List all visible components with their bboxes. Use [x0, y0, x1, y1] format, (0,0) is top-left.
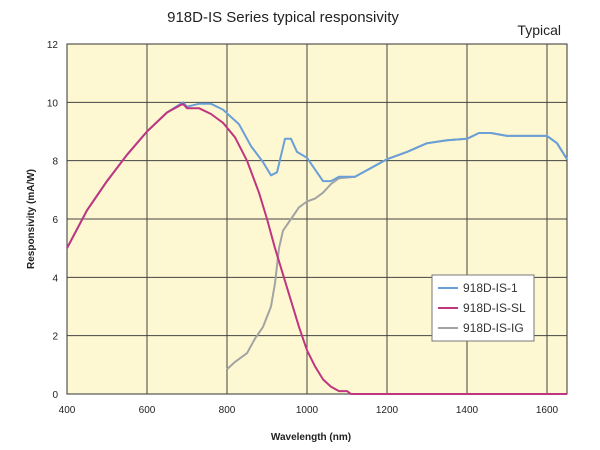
x-tick-label: 1200 — [376, 405, 399, 416]
legend-label: 918D-IS-SL — [463, 301, 526, 315]
x-tick-label: 800 — [219, 405, 236, 416]
x-tick-label: 400 — [59, 405, 76, 416]
y-tick-label: 4 — [52, 273, 58, 284]
legend: 918D-IS-1 918D-IS-SL 918D-IS-IG — [431, 274, 535, 342]
y-tick-label: 2 — [52, 332, 58, 343]
y-axis-label: Responsivity (mA/W) — [26, 169, 37, 269]
x-tick-label: 1600 — [536, 405, 559, 416]
y-tick-label: 0 — [52, 390, 58, 401]
chart-title: 918D-IS Series typical responsivity — [167, 9, 399, 26]
y-tick-label: 6 — [52, 215, 58, 226]
typical-annotation: Typical — [517, 22, 561, 38]
series-line-918D-IS-1 — [66, 101, 568, 249]
y-tick-label: 10 — [47, 98, 59, 109]
legend-label: 918D-IS-1 — [463, 281, 518, 295]
legend-label: 918D-IS-IG — [463, 321, 524, 335]
x-axis-label: Wavelength (nm) — [271, 432, 351, 443]
y-tick-label: 8 — [52, 157, 58, 168]
x-tick-label: 600 — [139, 405, 156, 416]
series-line-918D-IS-SL — [66, 102, 567, 395]
x-tick-label: 1400 — [456, 405, 479, 416]
plot-area: 400 600 800 1000 1200 1400 1600 0 2 4 6 8 10 12 — [47, 40, 568, 416]
y-tick-label: 12 — [47, 40, 59, 51]
x-tick-label: 1000 — [296, 405, 319, 416]
